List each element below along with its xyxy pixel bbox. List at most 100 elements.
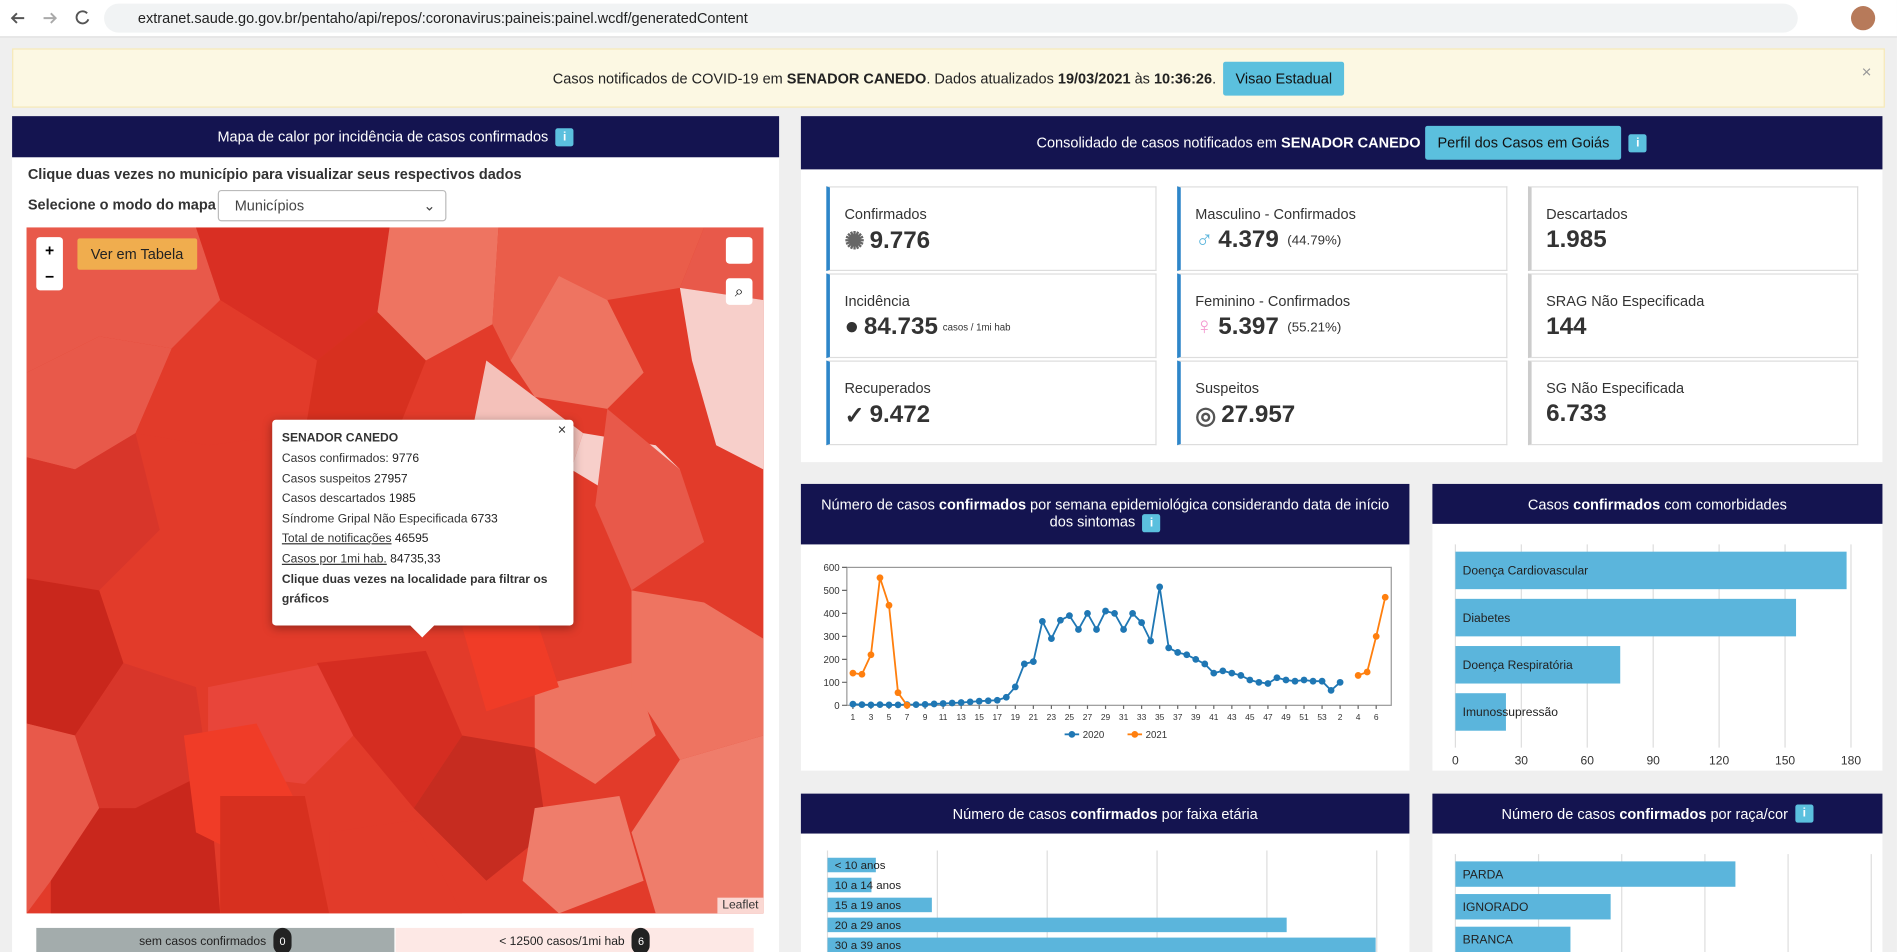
chart-panel: Número de casos confirmados por semana e… <box>800 483 1410 771</box>
data-point <box>1020 660 1028 668</box>
layers-button[interactable] <box>725 237 753 264</box>
stat-label: SG Não Especificada <box>1546 379 1685 397</box>
data-point <box>1066 612 1073 620</box>
text-part: . Dados atualizados <box>926 69 1058 87</box>
address-bar[interactable]: extranet.saude.go.gov.br/pentaho/api/rep… <box>104 3 1798 33</box>
profile-button[interactable]: Perfil dos Casos em Goiás <box>1425 125 1622 160</box>
popup-close[interactable]: × <box>557 421 567 438</box>
text-part: confirmados <box>938 496 1027 513</box>
stat-label: Masculino - Confirmados <box>1195 205 1356 223</box>
data-point <box>1282 676 1290 684</box>
data-point <box>1228 669 1236 677</box>
nav-buttons[interactable] <box>7 6 99 30</box>
data-point <box>1174 649 1182 656</box>
popup-title: SENADOR CANEDO <box>281 431 399 446</box>
data-point <box>1354 672 1362 679</box>
data-point <box>867 651 875 659</box>
search-button[interactable]: ⌕ <box>725 278 753 305</box>
stat-label: Confirmados <box>844 205 927 223</box>
map-regions <box>26 227 764 914</box>
stat-card: Recuperados ✓ 9.472 <box>826 360 1157 446</box>
map-title: Mapa de calor por incidência de casos co… <box>217 128 549 146</box>
legend-label: 2020 <box>1083 730 1104 741</box>
legend-item: < 12500 casos/1mi hab 6 <box>395 927 754 952</box>
bar-label: < 10 anos <box>835 860 886 872</box>
table-view-button[interactable]: Ver em Tabela <box>77 238 197 270</box>
bar <box>827 897 932 913</box>
data-point <box>1120 626 1127 633</box>
legend-count: 6 <box>631 927 651 952</box>
data-point <box>966 698 974 706</box>
x-tick-label: 27 <box>1083 712 1093 722</box>
state-view-button[interactable]: Visao Estadual <box>1223 61 1345 95</box>
stat-icon: ♂ <box>1195 226 1214 253</box>
stat-value: ♀ 5.397 (55.21%) <box>1195 313 1341 341</box>
profile-avatar[interactable] <box>1850 6 1876 31</box>
map-instruction: Clique duas vezes no município para visu… <box>27 165 522 183</box>
x-tick-label: 19 <box>1011 712 1021 722</box>
chart-title: Número de casos confirmados por faixa et… <box>953 805 1258 822</box>
zoom-control[interactable]: + − <box>36 237 63 291</box>
popup-row: Síndrome Gripal Não Especificada 6733 <box>282 512 498 525</box>
text-part: 10:36:26 <box>1153 69 1213 87</box>
bar <box>1455 693 1506 731</box>
stat-number: 144 <box>1546 313 1587 340</box>
stat-value: ● 84.735 casos / 1mi hab <box>844 313 1010 341</box>
chart-title: Casos confirmados com comorbidades <box>1528 495 1787 512</box>
text-part: às <box>1130 69 1154 87</box>
stat-value: 1.985 <box>1546 226 1607 254</box>
data-point <box>1183 651 1191 659</box>
map-mode-select[interactable]: Municípios ⌄ <box>217 189 447 222</box>
text-part: com comorbidades <box>1660 495 1787 513</box>
x-tick-label: 35 <box>1155 712 1165 722</box>
stat-label: SRAG Não Especificada <box>1546 292 1705 310</box>
stat-number: 84.735 <box>863 313 938 340</box>
popup-label: Casos confirmados: <box>281 452 389 466</box>
data-point <box>903 701 911 709</box>
data-point <box>1264 680 1272 687</box>
bar <box>827 857 876 873</box>
text-part: por faixa etária <box>1157 805 1258 823</box>
map-mode-label: Selecione o modo do mapa <box>27 195 216 213</box>
summary-panel: Consolidado de casos notificados em SENA… <box>800 116 1883 463</box>
stat-icon: ♀ <box>1195 313 1214 340</box>
text-part: Casos notificados de COVID-19 em <box>552 69 787 87</box>
chart-panel: Número de casos confirmados por faixa et… <box>800 793 1410 952</box>
map-mode-option: Municípios <box>234 197 305 215</box>
x-tick-label: 47 <box>1263 712 1273 722</box>
legend-label: 2021 <box>1146 730 1167 741</box>
stat-card: Confirmados ✺ 9.776 <box>826 186 1157 271</box>
close-button[interactable]: × <box>1861 61 1872 82</box>
stat-number: 5.397 <box>1218 313 1279 340</box>
text-part: Número de casos <box>952 805 1071 823</box>
bar-chart: < 10 anos 10 a 14 anos 15 a 19 anos 20 a 29… <box>826 850 1378 952</box>
series-line <box>852 577 1387 706</box>
stat-number: 9.472 <box>869 401 931 429</box>
data-point <box>1318 677 1326 685</box>
popup-value: 9776 <box>392 452 420 466</box>
legend-swatch <box>1068 730 1076 738</box>
stat-number: 6.733 <box>1546 400 1607 428</box>
x-tick-label: 7 <box>905 712 910 722</box>
x-tick-label: 23 <box>1047 712 1057 722</box>
popup-value: 1985 <box>388 492 416 506</box>
x-tick-label: 0 <box>1452 754 1459 768</box>
popup-row: Total de notificações 46595 <box>282 532 429 545</box>
x-tick-label: 180 <box>1841 754 1861 768</box>
data-point <box>993 696 1001 704</box>
stat-extra: casos / 1mi hab <box>942 321 1011 333</box>
popup-value: 46595 <box>394 532 429 546</box>
bar-chart: 0 30 60 90 120 150 180 Doença Cardiovascular Dia… <box>1452 544 1861 768</box>
stat-icon: ✓ <box>844 402 865 430</box>
data-point <box>1255 678 1263 686</box>
map[interactable]: + − Ver em Tabela ⌕ Leaflet <box>26 227 764 914</box>
stat-value: ♂ 4.379 (44.79%) <box>1195 226 1341 254</box>
popup-row: Casos por 1mi hab. 84735,33 <box>282 552 441 565</box>
data-point <box>1372 632 1380 640</box>
data-point <box>1084 609 1091 617</box>
chart-header: Casos confirmados com comorbidades <box>1432 483 1883 524</box>
data-point <box>1237 672 1245 679</box>
bar <box>1455 598 1797 637</box>
data-point <box>1138 619 1146 626</box>
